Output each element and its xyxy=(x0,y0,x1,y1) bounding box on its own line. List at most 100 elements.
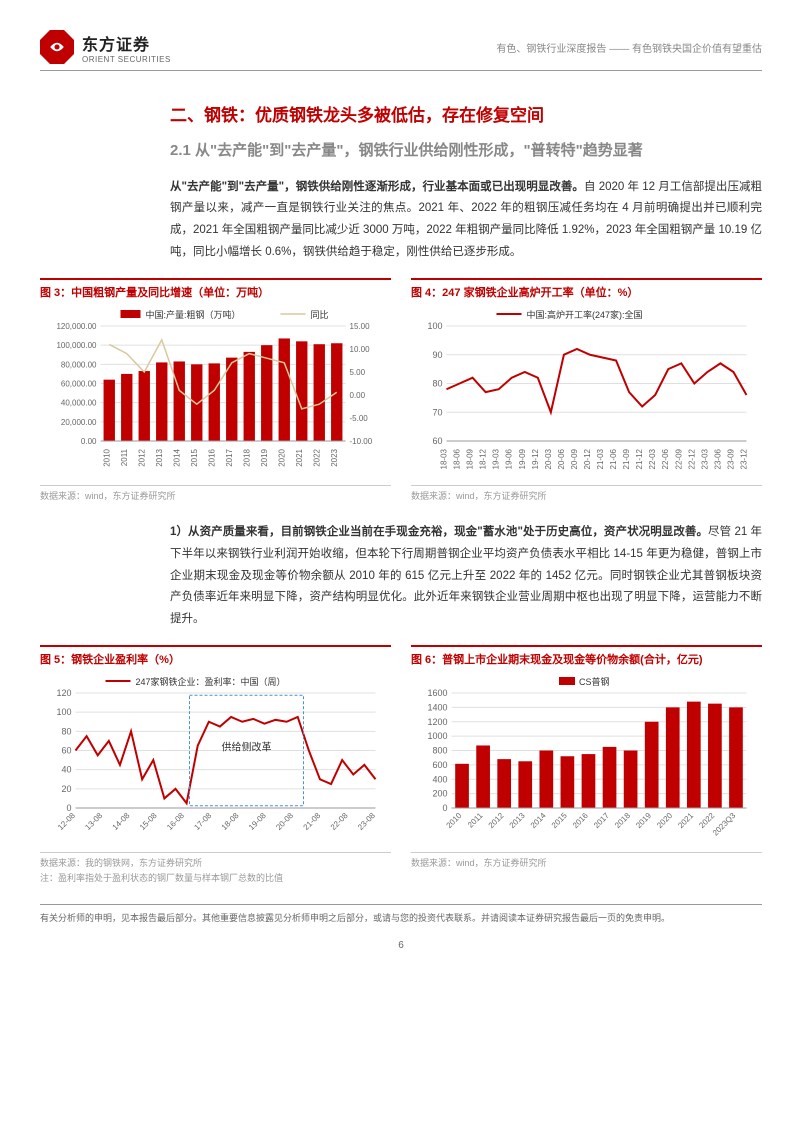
svg-text:22-09: 22-09 xyxy=(674,448,683,469)
svg-text:1000: 1000 xyxy=(427,731,447,741)
svg-text:1600: 1600 xyxy=(427,688,447,698)
footer-disclaimer: 有关分析师的申明，见本报告最后部分。其他重要信息披露见分析师申明之后部分，或请与… xyxy=(40,904,762,924)
svg-text:40,000.00: 40,000.00 xyxy=(61,399,97,408)
svg-text:2022: 2022 xyxy=(312,448,321,466)
svg-text:600: 600 xyxy=(432,760,447,770)
charts-row-2: 图 5：钢铁企业盈利率（%） 247家钢铁企业：盈利率：中国（周）0204060… xyxy=(40,645,762,884)
svg-text:2012: 2012 xyxy=(487,811,506,830)
svg-text:2016: 2016 xyxy=(207,448,216,466)
svg-text:2021: 2021 xyxy=(295,448,304,466)
chart3-title: 图 3：中国粗钢产量及同比增速（单位：万吨） xyxy=(40,278,391,300)
svg-text:1200: 1200 xyxy=(427,717,447,727)
chart5-title: 图 5：钢铁企业盈利率（%） xyxy=(40,645,391,667)
svg-text:20-09: 20-09 xyxy=(570,448,579,469)
svg-text:21-09: 21-09 xyxy=(622,448,631,469)
svg-text:22-08: 22-08 xyxy=(329,811,350,832)
svg-text:22-12: 22-12 xyxy=(687,448,696,469)
svg-text:2019: 2019 xyxy=(260,448,269,466)
svg-text:23-03: 23-03 xyxy=(700,448,709,469)
svg-text:20-03: 20-03 xyxy=(544,448,553,469)
page-number: 6 xyxy=(40,940,762,951)
chart3-svg: 中国:产量:粗钢（万吨）同比0.0020,000.0040,000.0060,0… xyxy=(40,306,391,476)
chart5-svg: 247家钢铁企业：盈利率：中国（周）020406080100120供给侧改革12… xyxy=(40,673,391,843)
svg-text:19-12: 19-12 xyxy=(531,448,540,469)
chart6-svg: CS普钢020040060080010001200140016002010201… xyxy=(411,673,762,843)
svg-text:2015: 2015 xyxy=(550,811,569,830)
svg-text:15.00: 15.00 xyxy=(350,322,371,331)
svg-text:90: 90 xyxy=(432,350,442,360)
svg-text:23-12: 23-12 xyxy=(740,448,749,469)
svg-text:2012: 2012 xyxy=(137,448,146,466)
svg-text:23-09: 23-09 xyxy=(726,448,735,469)
svg-text:23-08: 23-08 xyxy=(356,811,377,832)
svg-text:21-12: 21-12 xyxy=(635,448,644,469)
svg-text:23-06: 23-06 xyxy=(713,448,722,469)
svg-text:120,000.00: 120,000.00 xyxy=(56,322,97,331)
svg-text:20: 20 xyxy=(61,784,71,794)
svg-text:0.00: 0.00 xyxy=(81,437,97,446)
svg-text:20-08: 20-08 xyxy=(274,811,295,832)
svg-text:2018: 2018 xyxy=(613,811,632,830)
svg-text:-5.00: -5.00 xyxy=(350,414,369,423)
svg-text:CS普钢: CS普钢 xyxy=(579,676,610,687)
chart-5: 图 5：钢铁企业盈利率（%） 247家钢铁企业：盈利率：中国（周）0204060… xyxy=(40,645,391,884)
svg-text:10.00: 10.00 xyxy=(350,345,371,354)
chart-6: 图 6：普钢上市企业期末现金及现金等价物余额(合计，亿元) CS普钢 0 200 40… xyxy=(411,645,762,884)
chart6-source: 数据来源：wind，东方证券研究所 xyxy=(411,852,762,869)
svg-text:22-06: 22-06 xyxy=(661,448,670,469)
svg-text:100,000.00: 100,000.00 xyxy=(56,341,97,350)
svg-text:1400: 1400 xyxy=(427,702,447,712)
svg-text:40: 40 xyxy=(61,765,71,775)
svg-text:2017: 2017 xyxy=(225,448,234,466)
section-title: 二、钢铁：优质钢铁龙头多被低估，存在修复空间 xyxy=(170,101,762,126)
svg-text:20-06: 20-06 xyxy=(557,448,566,469)
svg-text:60: 60 xyxy=(432,436,442,446)
svg-text:2011: 2011 xyxy=(466,811,485,830)
svg-text:2023: 2023 xyxy=(330,448,339,466)
svg-text:中国:产量:粗钢（万吨）: 中国:产量:粗钢（万吨） xyxy=(146,309,241,320)
svg-text:60: 60 xyxy=(61,746,71,756)
chart-3: 图 3：中国粗钢产量及同比增速（单位：万吨） 中国:产量:粗钢（万吨） 同比 0.0… xyxy=(40,278,391,502)
chart6-title: 图 6：普钢上市企业期末现金及现金等价物余额(合计，亿元) xyxy=(411,645,762,667)
svg-text:800: 800 xyxy=(432,746,447,756)
svg-text:19-09: 19-09 xyxy=(518,448,527,469)
svg-text:-10.00: -10.00 xyxy=(350,437,373,446)
svg-text:19-06: 19-06 xyxy=(505,448,514,469)
svg-text:2019: 2019 xyxy=(634,811,653,830)
svg-text:19-08: 19-08 xyxy=(247,811,268,832)
chart-4: 图 4：247 家钢铁企业高炉开工率（单位：%） 中国:高炉开工率(247家):… xyxy=(411,278,762,502)
page-header: 东方证券 ORIENT SECURITIES 有色、钢铁行业深度报告 —— 有色… xyxy=(40,30,762,71)
svg-text:中国:高炉开工率(247家):全国: 中国:高炉开工率(247家):全国 xyxy=(527,309,643,320)
svg-text:200: 200 xyxy=(432,789,447,799)
logo-block: 东方证券 ORIENT SECURITIES xyxy=(40,30,171,64)
svg-text:70: 70 xyxy=(432,407,442,417)
svg-text:20,000.00: 20,000.00 xyxy=(61,418,97,427)
svg-text:2020: 2020 xyxy=(655,811,674,830)
logo-cn-text: 东方证券 xyxy=(82,31,171,55)
svg-text:2016: 2016 xyxy=(571,811,590,830)
paragraph-1: 从"去产能"到"去产量"，钢铁供给刚性逐渐形成，行业基本面或已出现明显改善。自 … xyxy=(170,177,762,264)
paragraph-2: 1）从资产质量来看，目前钢铁企业当前在手现金充裕，现金"蓄水池"处于历史高位，资… xyxy=(170,522,762,631)
svg-text:18-09: 18-09 xyxy=(466,448,475,469)
svg-text:2014: 2014 xyxy=(172,448,181,466)
chart3-source: 数据来源：wind，东方证券研究所 xyxy=(40,485,391,502)
svg-text:2018: 2018 xyxy=(242,448,251,466)
svg-text:15-08: 15-08 xyxy=(138,811,159,832)
svg-text:80,000.00: 80,000.00 xyxy=(61,360,97,369)
svg-text:17-08: 17-08 xyxy=(192,811,213,832)
charts-row-1: 图 3：中国粗钢产量及同比增速（单位：万吨） 中国:产量:粗钢（万吨） 同比 0.0… xyxy=(40,278,762,502)
svg-text:100: 100 xyxy=(56,707,71,717)
svg-text:2020: 2020 xyxy=(277,448,286,466)
para2-text: 尽管 21 年下半年以来钢铁行业利润开始收缩，但本轮下行周期普钢企业平均资产负债… xyxy=(170,526,762,625)
svg-text:同比: 同比 xyxy=(311,309,329,320)
svg-text:18-08: 18-08 xyxy=(220,811,241,832)
svg-text:2023Q3: 2023Q3 xyxy=(711,811,738,838)
svg-text:400: 400 xyxy=(432,774,447,784)
svg-text:20-12: 20-12 xyxy=(583,448,592,469)
svg-text:0: 0 xyxy=(442,803,447,813)
svg-text:18-12: 18-12 xyxy=(479,448,488,469)
chart4-svg: 中国:高炉开工率(247家):全国6070809010018-0318-0618… xyxy=(411,306,762,476)
svg-text:16-08: 16-08 xyxy=(165,811,186,832)
svg-text:22-03: 22-03 xyxy=(648,448,657,469)
svg-text:2010: 2010 xyxy=(445,811,464,830)
